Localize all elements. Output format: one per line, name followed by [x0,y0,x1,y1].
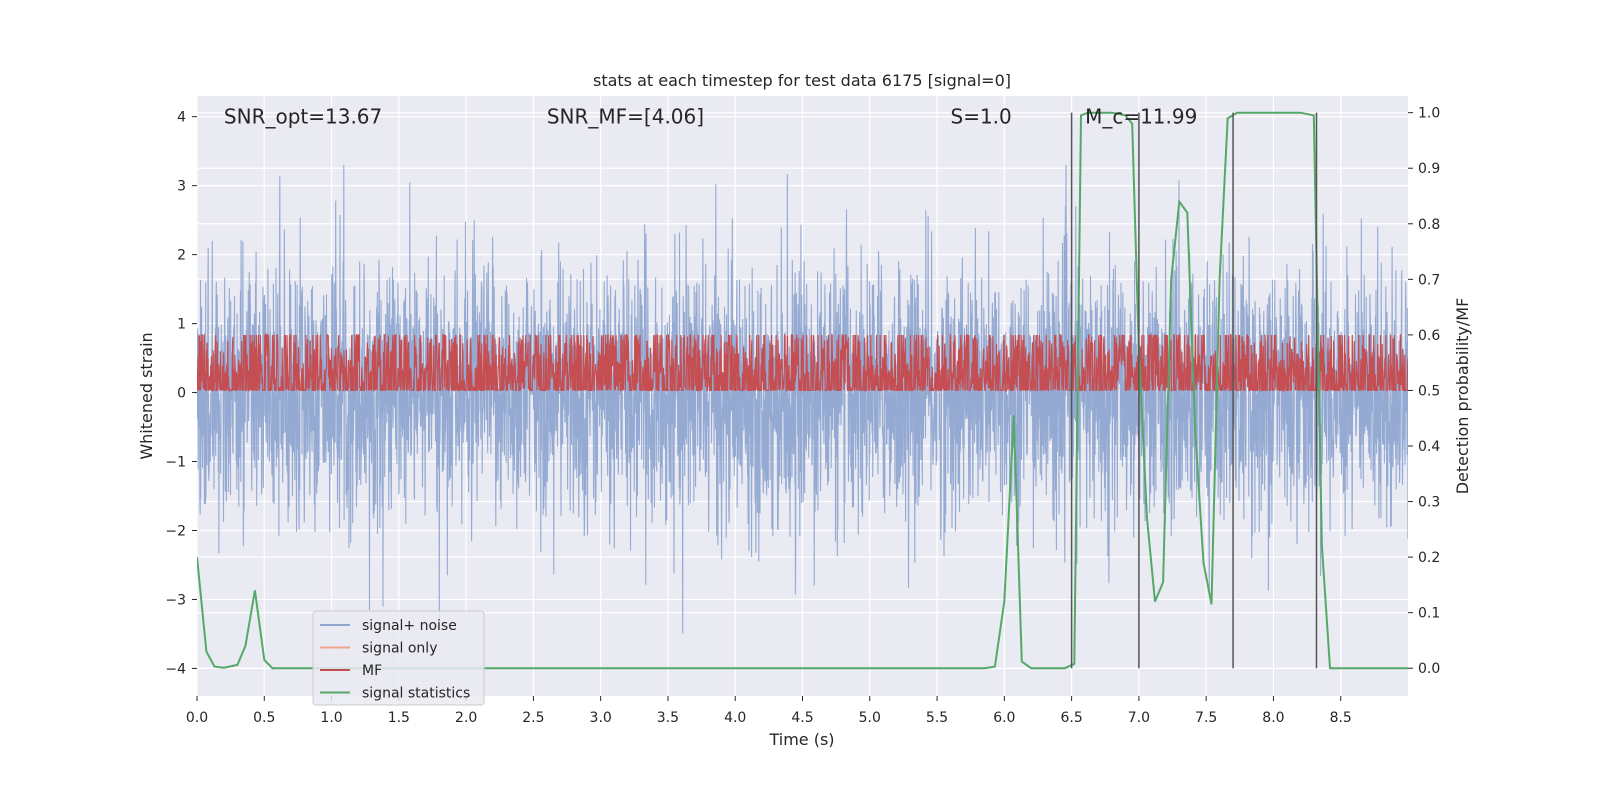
legend: signal+ noise signal only MF signal statist… [312,610,485,706]
annotation-text: SNR_opt=13.67 [224,105,382,129]
x-tick-label: 4.0 [724,710,746,726]
y-tick-label-left: −4 [165,661,186,677]
series-layer [197,111,1408,670]
x-tick-label: 3.0 [590,710,612,726]
x-tick-label: 6.5 [1060,710,1082,726]
y-tick-label-right: 1.0 [1418,106,1440,122]
y-tick-label-right: 0.2 [1418,550,1440,566]
legend-label: signal only [362,641,437,657]
y-tick-label-right: 0.8 [1418,217,1440,233]
series-mf [197,332,1408,393]
x-tick-label: 7.5 [1195,710,1217,726]
x-tick-label: 8.0 [1262,710,1284,726]
x-tick-label: 2.5 [522,710,544,726]
y-tick-label-right: 0.1 [1418,606,1440,622]
y-axis-right-label: Detection probability/MF [1453,298,1472,495]
chart-title: stats at each timestep for test data 617… [593,71,1011,90]
x-tick-label: 0.0 [186,710,208,726]
y-tick-label-right: 0.7 [1418,272,1440,288]
y-tick-label-right: 0.3 [1418,495,1440,511]
annotation-text: S=1.0 [951,105,1012,129]
annotation-text: SNR_MF=[4.06] [547,105,704,129]
vertical-markers [1070,112,1318,669]
y-tick-label-left: −2 [165,523,186,539]
y-tick-label-left: 4 [177,110,186,126]
x-tick-label: 5.5 [926,710,948,726]
x-tick-label: 1.5 [388,710,410,726]
y-tick-label-right: 0.0 [1418,661,1440,677]
y-axis-left-ticks: 4 3 2 1 0 −1 −2 −3 −4 [165,110,197,677]
x-tick-label: 6.0 [993,710,1015,726]
y-tick-label-left: 2 [177,248,186,264]
legend-box [312,610,485,706]
y-tick-label-left: 1 [177,317,186,333]
x-tick-label: 5.0 [859,710,881,726]
y-tick-label-left: 3 [177,179,186,195]
y-tick-label-right: 0.9 [1418,161,1440,177]
legend-label: MF [362,663,382,679]
y-tick-label-right: 0.5 [1418,383,1440,399]
x-tick-label: 3.5 [657,710,679,726]
legend-label: signal+ noise [362,618,457,634]
y-tick-label-right: 0.4 [1418,439,1440,455]
y-tick-label-left: 0 [177,386,186,402]
x-tick-label: 0.5 [253,710,275,726]
legend-label: signal statistics [362,686,470,702]
annotation-text: M_c=11.99 [1085,105,1197,129]
y-axis-right-ticks: 1.0 0.9 0.8 0.7 0.6 0.5 0.4 0.3 0.2 0.1 0.0 [1408,106,1440,677]
x-axis-label: Time (s) [768,730,834,749]
y-tick-label-right: 0.6 [1418,328,1440,344]
x-tick-label: 7.0 [1128,710,1150,726]
y-tick-label-left: −3 [165,592,186,608]
y-axis-left-label: Whitened strain [137,332,156,459]
x-axis-ticks: 0.0 0.5 1.0 1.5 2.0 2.5 3.0 3.5 4.0 4.5 5.0 5.5 6.0 6… [186,696,1352,726]
x-tick-label: 2.0 [455,710,477,726]
x-tick-label: 4.5 [791,710,813,726]
y-tick-label-left: −1 [165,455,186,471]
x-tick-label: 8.5 [1330,710,1352,726]
annotations: SNR_opt=13.67 SNR_MF=[4.06] S=1.0 M_c=11.99 [224,105,1197,129]
x-tick-label: 1.0 [320,710,342,726]
series-signal-statistics [197,111,1408,670]
